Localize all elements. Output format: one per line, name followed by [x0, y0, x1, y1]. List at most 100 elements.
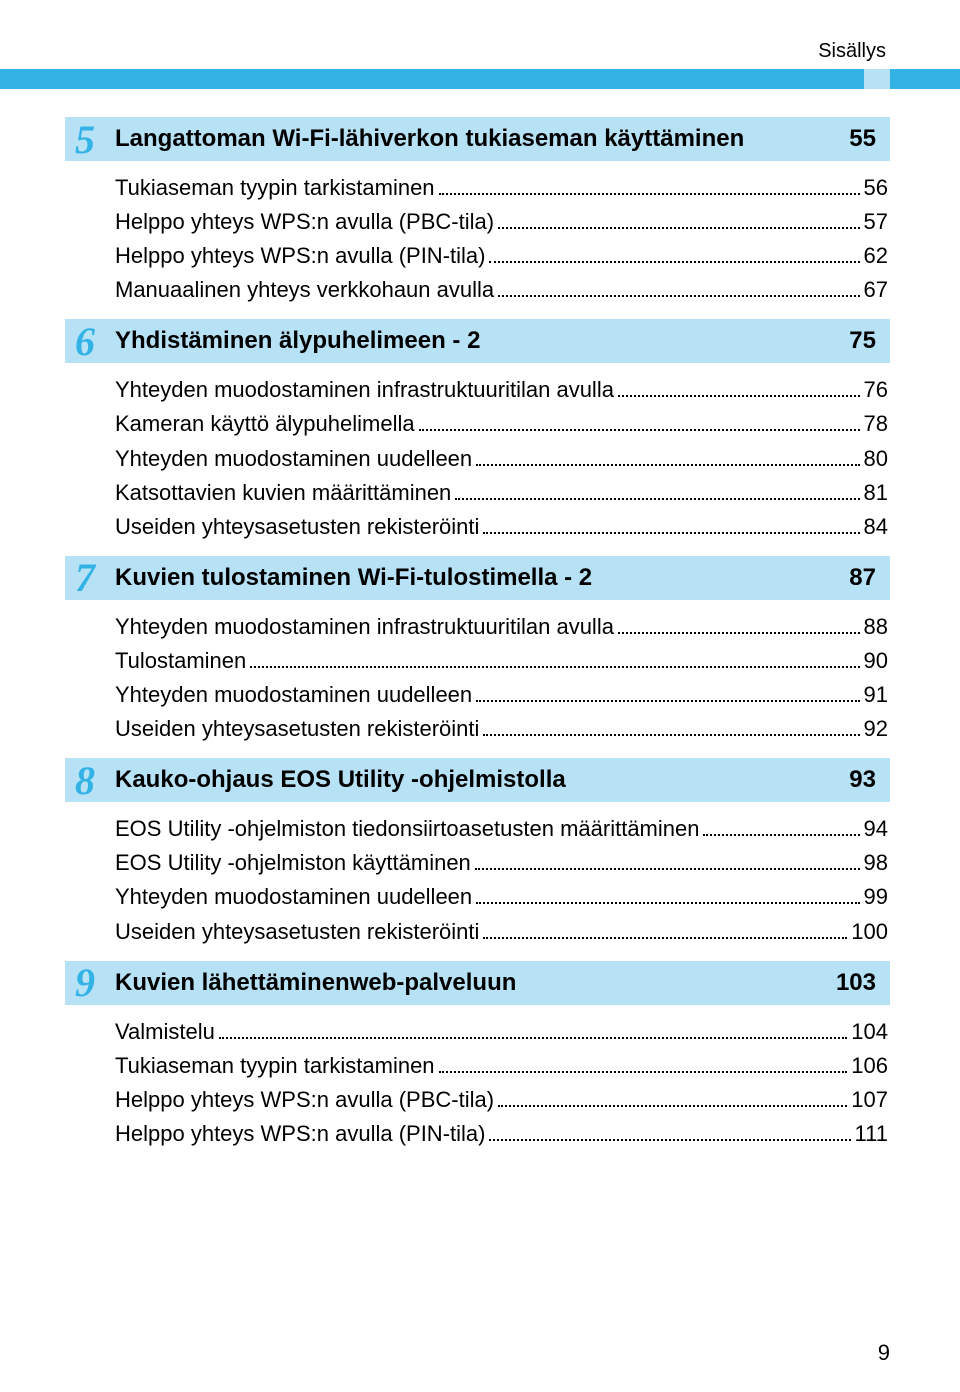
toc-entry-page: 106	[851, 1049, 888, 1083]
chapter-head[interactable]: 6Yhdistäminen älypuhelimeen - 275	[65, 319, 890, 363]
toc-entry-label: Useiden yhteysasetusten rekisteröinti	[115, 510, 479, 544]
toc-entry[interactable]: Yhteyden muodostaminen infrastruktuuriti…	[115, 373, 888, 407]
toc-entry-page: 92	[864, 712, 888, 746]
toc-entry-page: 81	[864, 476, 888, 510]
toc-entry-page: 78	[864, 407, 888, 441]
toc-entry[interactable]: Useiden yhteysasetusten rekisteröinti84	[115, 510, 888, 544]
toc-dots	[476, 682, 859, 702]
toc-entry-page: 104	[851, 1015, 888, 1049]
toc-entry-page: 80	[864, 442, 888, 476]
toc-entry[interactable]: Yhteyden muodostaminen infrastruktuuriti…	[115, 610, 888, 644]
chapter-page: 103	[836, 969, 876, 997]
toc-entry[interactable]: EOS Utility -ohjelmiston käyttäminen 98	[115, 846, 888, 880]
toc-dots	[618, 378, 860, 398]
toc-entry-label: Tukiaseman tyypin tarkistaminen	[115, 171, 435, 205]
toc-entry[interactable]: Yhteyden muodostaminen uudelleen 80	[115, 442, 888, 476]
chapter-head[interactable]: 8Kauko-ohjaus EOS Utility -ohjelmistolla…	[65, 758, 890, 802]
chapter-head[interactable]: 9Kuvien lähettäminenweb-palveluun103	[65, 961, 890, 1005]
chapter-head[interactable]: 5Langattoman Wi-Fi-lähiverkon tukiaseman…	[65, 117, 890, 161]
toc-entry-label: Helppo yhteys WPS:n avulla (PBC-tila)	[115, 1083, 494, 1117]
toc-entry[interactable]: Tukiaseman tyypin tarkistaminen 56	[115, 171, 888, 205]
header-bar	[0, 69, 960, 89]
chapter: 9Kuvien lähettäminenweb-palveluun103 Valm…	[65, 961, 890, 1151]
toc-entry-label: Kameran käyttö älypuhelimella	[115, 407, 415, 441]
toc-entry-page: 76	[864, 373, 888, 407]
toc-dots	[475, 851, 860, 871]
toc-dots	[498, 277, 859, 297]
toc-entry-page: 100	[851, 915, 888, 949]
toc-entry[interactable]: Yhteyden muodostaminen uudelleen99	[115, 880, 888, 914]
toc-entry-label: Helppo yhteys WPS:n avulla (PIN-tila)	[115, 1117, 485, 1151]
chapter-entries: Yhteyden muodostaminen infrastruktuuriti…	[65, 373, 890, 543]
chapter-number: 6	[59, 318, 111, 365]
toc-entry-label: Yhteyden muodostaminen infrastruktuuriti…	[115, 373, 614, 407]
toc-entry-label: Yhteyden muodostaminen infrastruktuuriti…	[115, 610, 614, 644]
toc-entry-page: 91	[864, 678, 888, 712]
header-label: Sisällys	[65, 40, 890, 63]
toc-dots	[455, 480, 859, 500]
toc-dots	[439, 1053, 848, 1073]
toc-dots	[419, 412, 860, 432]
toc-entry-page: 57	[864, 205, 888, 239]
toc-entry[interactable]: Helppo yhteys WPS:n avulla (PIN-tila)62	[115, 239, 888, 273]
toc-entry-page: 94	[864, 812, 888, 846]
toc-entry-label: Yhteyden muodostaminen uudelleen	[115, 442, 472, 476]
toc-entry-label: Yhteyden muodostaminen uudelleen	[115, 678, 472, 712]
toc-dots	[498, 209, 859, 229]
toc-dots	[476, 446, 859, 466]
chapter-page: 93	[849, 766, 876, 794]
toc-dots	[483, 716, 859, 736]
chapter: 7Kuvien tulostaminen Wi-Fi-tulostimella …	[65, 556, 890, 746]
toc-dots	[219, 1019, 847, 1039]
chapter-title: Langattoman Wi-Fi-lähiverkon tukiaseman …	[111, 125, 849, 153]
chapter-number: 5	[59, 116, 111, 163]
toc-entry[interactable]: Katsottavien kuvien määrittäminen 81	[115, 476, 888, 510]
toc-entry-page: 107	[851, 1083, 888, 1117]
toc-entry-page: 90	[864, 644, 888, 678]
chapter-title: Kuvien lähettäminenweb-palveluun	[111, 969, 836, 997]
toc-entry-label: Helppo yhteys WPS:n avulla (PBC-tila)	[115, 205, 494, 239]
toc-entry[interactable]: Useiden yhteysasetusten rekisteröinti 100	[115, 915, 888, 949]
toc-entry-page: 111	[855, 1117, 888, 1151]
toc-entry[interactable]: Tukiaseman tyypin tarkistaminen106	[115, 1049, 888, 1083]
toc-entry[interactable]: Manuaalinen yhteys verkkohaun avulla67	[115, 273, 888, 307]
toc-entry-page: 67	[864, 273, 888, 307]
chapter-page: 87	[849, 564, 876, 592]
toc-dots	[618, 614, 860, 634]
toc-entry[interactable]: Kameran käyttö älypuhelimella 78	[115, 407, 888, 441]
toc-entry[interactable]: Tulostaminen 90	[115, 644, 888, 678]
toc-entry[interactable]: EOS Utility -ohjelmiston tiedonsiirtoase…	[115, 812, 888, 846]
chapter-entries: Tukiaseman tyypin tarkistaminen56Helppo …	[65, 171, 890, 307]
chapter-page: 75	[849, 327, 876, 355]
chapter-entries: Valmistelu104Tukiaseman tyypin tarkistam…	[65, 1015, 890, 1151]
toc-entry-label: Tulostaminen	[115, 644, 246, 678]
toc-dots	[703, 816, 859, 836]
toc-entry[interactable]: Yhteyden muodostaminen uudelleen 91	[115, 678, 888, 712]
toc-entry-label: Useiden yhteysasetusten rekisteröinti	[115, 915, 479, 949]
toc-dots	[483, 919, 847, 939]
chapter-entries: EOS Utility -ohjelmiston tiedonsiirtoase…	[65, 812, 890, 948]
toc-entry[interactable]: Helppo yhteys WPS:n avulla (PBC-tila) 107	[115, 1083, 888, 1117]
toc-entry-page: 56	[864, 171, 888, 205]
toc-entry-label: Katsottavien kuvien määrittäminen	[115, 476, 451, 510]
chapter-number: 7	[59, 554, 111, 601]
toc-entry[interactable]: Helppo yhteys WPS:n avulla (PIN-tila) 111	[115, 1117, 888, 1151]
toc-container: 5Langattoman Wi-Fi-lähiverkon tukiaseman…	[65, 117, 890, 1151]
chapter-head[interactable]: 7Kuvien tulostaminen Wi-Fi-tulostimella …	[65, 556, 890, 600]
chapter-entries: Yhteyden muodostaminen infrastruktuuriti…	[65, 610, 890, 746]
chapter-page: 55	[849, 125, 876, 153]
toc-dots	[498, 1087, 847, 1107]
toc-entry-page: 88	[864, 610, 888, 644]
chapter-title: Yhdistäminen älypuhelimeen - 2	[111, 327, 849, 355]
toc-entry[interactable]: Helppo yhteys WPS:n avulla (PBC-tila) 57	[115, 205, 888, 239]
toc-dots	[489, 1121, 850, 1141]
toc-entry-page: 99	[864, 880, 888, 914]
toc-entry-label: EOS Utility -ohjelmiston tiedonsiirtoase…	[115, 812, 699, 846]
toc-entry-label: EOS Utility -ohjelmiston käyttäminen	[115, 846, 471, 880]
toc-entry[interactable]: Valmistelu104	[115, 1015, 888, 1049]
toc-dots	[439, 175, 860, 195]
chapter-number: 9	[59, 959, 111, 1006]
toc-entry[interactable]: Useiden yhteysasetusten rekisteröinti92	[115, 712, 888, 746]
chapter-title: Kuvien tulostaminen Wi-Fi-tulostimella -…	[111, 564, 849, 592]
toc-dots	[483, 514, 859, 534]
